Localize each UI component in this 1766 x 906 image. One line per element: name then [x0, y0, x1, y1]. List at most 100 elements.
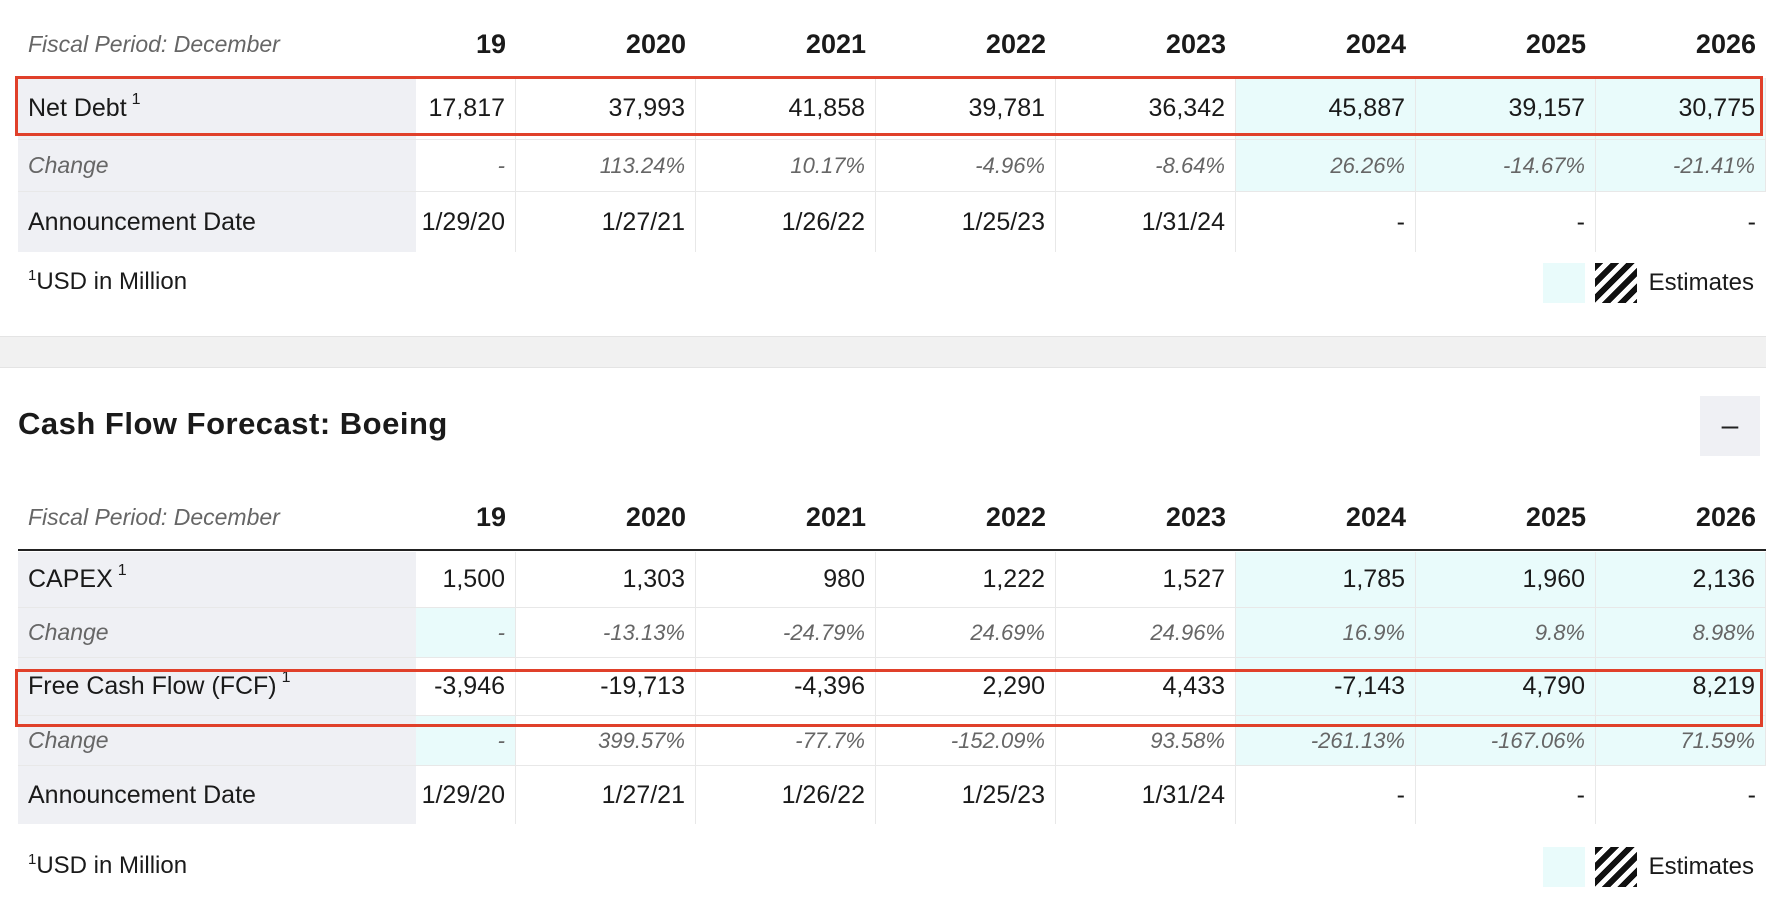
estimate-cell: -21.41%	[1596, 140, 1766, 191]
estimate-cell: 4,790	[1416, 658, 1596, 715]
free-cash-flow-row: Free Cash Flow (FCF) 1 -3,946 -19,713 -4,…	[18, 658, 1766, 716]
footnote-marker: 1	[131, 90, 141, 108]
year-header: 19	[475, 501, 506, 532]
footnote-marker: 1	[281, 668, 291, 686]
estimate-cell: 71.59%	[1596, 716, 1766, 765]
table-cell: -77.7%	[696, 716, 876, 765]
row-label: Announcement Date	[18, 766, 416, 824]
section-title: Cash Flow Forecast: Boeing	[18, 406, 448, 441]
row-label: Announcement Date	[18, 192, 416, 252]
year-header: 2021	[805, 501, 866, 532]
collapse-button[interactable]: –	[1700, 396, 1760, 456]
table-cell: 1,303	[516, 552, 696, 607]
row-label-text: CAPEX	[28, 565, 113, 593]
table-cell: 1,222	[876, 552, 1056, 607]
estimate-cell: -	[416, 608, 516, 657]
table-cell: -3,946	[416, 658, 516, 715]
year-header: 2021	[805, 28, 866, 59]
row-label: Change	[18, 716, 416, 765]
estimate-cell: -14.67%	[1416, 140, 1596, 191]
table-cell: 39,781	[876, 78, 1056, 139]
year-header: 2026	[1695, 28, 1756, 59]
table-cell: 1/25/23	[876, 192, 1056, 252]
table-cell: -	[1416, 192, 1596, 252]
fcf-change-row: Change - 399.57% -77.7% -152.09% 93.58% …	[18, 716, 1766, 766]
table-cell: 1/31/24	[1056, 192, 1236, 252]
table-cell: -	[416, 140, 516, 191]
net-debt-section: Fiscal Period: December 19 2020 2021 202…	[0, 0, 1766, 336]
year-header: 2020	[625, 28, 686, 59]
estimate-cell: 30,775	[1596, 78, 1766, 139]
table-cell: 980	[696, 552, 876, 607]
table-cell: 1/25/23	[876, 766, 1056, 824]
year-header: 2024	[1345, 28, 1406, 59]
table-cell: 1/29/20	[416, 766, 516, 824]
footnote: 1USD in Million	[28, 851, 188, 880]
table-cell: 93.58%	[1056, 716, 1236, 765]
year-header: 19	[475, 28, 506, 59]
table-cell: -152.09%	[876, 716, 1056, 765]
table-header-row: Fiscal Period: December 19 2020 2021 202…	[18, 20, 1766, 68]
table-cell: 2,290	[876, 658, 1056, 715]
net-debt-change-row: Change - 113.24% 10.17% -4.96% -8.64% 26…	[18, 140, 1766, 192]
year-header: 2023	[1165, 501, 1226, 532]
table-cell: 1,527	[1056, 552, 1236, 607]
row-label: Change	[18, 140, 416, 191]
table-cell: -	[1747, 780, 1756, 809]
footnote-text: USD in Million	[36, 852, 188, 879]
estimate-cell: 8,219	[1596, 658, 1766, 715]
footnote: 1USD in Million	[28, 267, 187, 296]
table-cell: 1/27/21	[516, 192, 696, 252]
estimate-cell: 8.98%	[1596, 608, 1766, 657]
year-header: 2025	[1525, 501, 1586, 532]
year-header: 2024	[1345, 501, 1406, 532]
row-label: Net Debt 1	[18, 78, 416, 139]
row-label-text: Free Cash Flow (FCF)	[28, 672, 277, 700]
row-label: CAPEX 1	[18, 552, 416, 607]
table-cell: 113.24%	[516, 140, 696, 191]
table-cell: 1/26/22	[696, 766, 876, 824]
table-cell: 24.69%	[876, 608, 1056, 657]
table-cell: 17,817	[416, 78, 516, 139]
table-header-row: Fiscal Period: December 19 2020 2021 202…	[18, 492, 1766, 542]
year-header: 2025	[1525, 28, 1586, 59]
fiscal-period-label: Fiscal Period: December	[28, 30, 280, 57]
year-header: 2022	[985, 28, 1046, 59]
table-cell: -	[1747, 207, 1756, 236]
estimate-cell: 39,157	[1416, 78, 1596, 139]
year-header: 2023	[1165, 28, 1226, 59]
year-header: 2026	[1695, 501, 1756, 532]
table-cell: -	[1416, 766, 1596, 824]
estimate-cell: -261.13%	[1236, 716, 1416, 765]
capex-row: CAPEX 1 1,500 1,303 980 1,222 1,527 1,785…	[18, 552, 1766, 608]
table-cell: -4.96%	[876, 140, 1056, 191]
cash-flow-section: Cash Flow Forecast: Boeing – Fiscal Peri…	[0, 368, 1766, 906]
table-cell: 1/26/22	[696, 192, 876, 252]
table-cell: -13.13%	[516, 608, 696, 657]
table-cell: -4,396	[696, 658, 876, 715]
table-cell: 399.57%	[516, 716, 696, 765]
hatch-pattern-icon	[1594, 847, 1637, 887]
table-cell: 1/31/24	[1056, 766, 1236, 824]
estimates-legend: Estimates	[1542, 846, 1754, 888]
estimate-swatch	[1542, 263, 1585, 303]
estimate-cell: -	[416, 716, 516, 765]
footnote-marker: 1	[28, 851, 37, 868]
footnote-marker: 1	[28, 267, 37, 284]
fiscal-period-label: Fiscal Period: December	[28, 503, 280, 530]
table-cell: -19,713	[516, 658, 696, 715]
row-label-text: Net Debt	[28, 94, 127, 122]
legend-label: Estimates	[1648, 269, 1754, 296]
estimate-cell: 2,136	[1596, 552, 1766, 607]
announcement-date-row: Announcement Date 1/29/20 1/27/21 1/26/2…	[18, 766, 1766, 824]
table-cell: 1/29/20	[416, 192, 516, 252]
table-cell: 24.96%	[1056, 608, 1236, 657]
table-cell: -	[1236, 766, 1416, 824]
hatch-pattern-icon	[1594, 263, 1637, 303]
table-cell: 41,858	[696, 78, 876, 139]
row-label: Free Cash Flow (FCF) 1	[18, 658, 416, 715]
year-header: 2022	[985, 501, 1046, 532]
announcement-date-row: Announcement Date 1/29/20 1/27/21 1/26/2…	[18, 192, 1766, 252]
table-cell: 4,433	[1056, 658, 1236, 715]
year-header: 2020	[625, 501, 686, 532]
